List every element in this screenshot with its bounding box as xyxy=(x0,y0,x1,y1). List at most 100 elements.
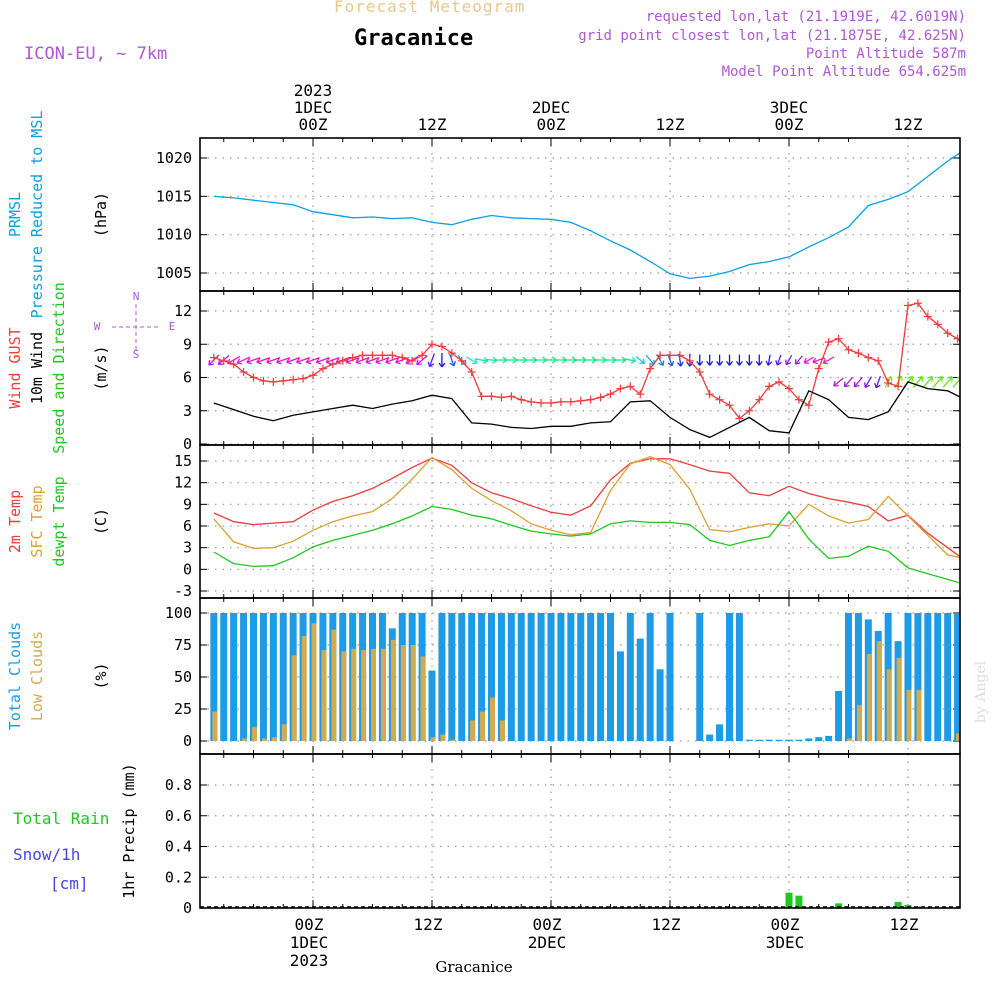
clouds-ylabel-1: Low Clouds xyxy=(28,631,46,721)
location-title: Gracanice xyxy=(354,26,474,51)
wind-arrow xyxy=(276,356,291,365)
wind-arrow xyxy=(963,377,972,388)
wind-arrow xyxy=(942,376,953,388)
y-tick-label: 0.8 xyxy=(165,776,192,794)
wind-arrow xyxy=(416,355,428,366)
wind-arrow xyxy=(656,354,665,366)
total-cloud-bar xyxy=(616,651,624,741)
gust-marker xyxy=(943,329,952,338)
gust-marker xyxy=(804,401,813,410)
wind-arrow xyxy=(735,354,743,366)
total-cloud-bar xyxy=(537,613,545,741)
wind-arrow xyxy=(486,356,498,364)
top-time-label: 3DEC xyxy=(770,98,809,117)
gust-marker xyxy=(646,364,655,373)
total-cloud-bar xyxy=(845,613,852,741)
total-cloud-bar xyxy=(646,613,654,741)
gust-marker xyxy=(457,356,466,365)
gust-marker xyxy=(279,376,288,385)
low-cloud-bar xyxy=(212,711,218,741)
low-cloud-bar xyxy=(291,655,297,741)
compass-n: N xyxy=(133,290,140,303)
wind-arrow xyxy=(794,355,803,365)
total-cloud-bar xyxy=(666,613,674,741)
gust-marker xyxy=(328,360,337,369)
gust-marker xyxy=(269,377,278,386)
y-tick-label: 0.6 xyxy=(165,807,192,825)
gust-marker xyxy=(626,382,635,391)
total-cloud-bar xyxy=(656,669,664,741)
wind-arrow xyxy=(355,356,370,365)
y-tick-label: 6 xyxy=(183,517,192,535)
gust-marker xyxy=(834,334,843,343)
requested-coords: requested lon,lat (21.1919E, 42.6019N) xyxy=(645,9,966,25)
wind-arrow xyxy=(575,356,587,364)
plot-content xyxy=(200,152,972,908)
total-cloud-bar xyxy=(775,739,783,741)
top-time-label: 00Z xyxy=(775,115,804,134)
total-cloud-bar xyxy=(240,613,248,741)
gust-marker xyxy=(636,390,645,399)
gust-marker xyxy=(675,351,684,360)
total-cloud-bar xyxy=(527,613,535,741)
total-cloud-bar xyxy=(745,739,753,741)
gust-marker xyxy=(854,349,863,358)
clouds-unit-label: (%) xyxy=(92,662,110,689)
panel-temperature: -3 0 3 6 9 12 15 2m Temp SFC Temp dewpt Temp (C) xyxy=(6,445,960,600)
total-cloud-bar xyxy=(755,739,763,741)
rain-bar xyxy=(795,895,803,908)
temperature-ylabel-1: SFC Temp xyxy=(28,485,46,557)
total-cloud-bar xyxy=(468,613,476,741)
bottom-time-label: 12Z xyxy=(652,915,681,934)
total-cloud-bar xyxy=(448,613,456,741)
pressure-ylabel-1: Pressure Reduced to MSL xyxy=(28,111,46,319)
wind-arrow xyxy=(843,376,853,388)
total-cloud-bar xyxy=(507,613,515,741)
wind-arrow xyxy=(912,376,924,388)
wind-arrow xyxy=(535,356,547,364)
gust-marker xyxy=(874,356,883,365)
total-cloud-bar xyxy=(765,739,773,741)
low-cloud-bar xyxy=(390,639,396,741)
low-cloud-bar xyxy=(271,737,277,741)
series-dewpt-temp xyxy=(213,505,960,584)
low-cloud-bar xyxy=(242,738,248,741)
wind-arrow xyxy=(864,376,872,388)
total-cloud-bar xyxy=(607,613,614,741)
gust-marker xyxy=(964,346,972,354)
total-cloud-bar xyxy=(785,739,793,741)
total-cloud-bar xyxy=(210,613,218,741)
gust-marker xyxy=(437,342,446,351)
pressure-ylabel-0: PRMSL xyxy=(6,192,24,237)
low-cloud-bar xyxy=(886,669,892,741)
gust-marker xyxy=(824,338,833,347)
wind-arrow xyxy=(605,356,617,364)
watermark: by Angel xyxy=(973,660,989,723)
gust-marker xyxy=(785,384,793,393)
gust-marker xyxy=(923,312,932,321)
forecast-title: Forecast Meteogram xyxy=(334,0,526,16)
wind-arrow xyxy=(667,353,675,367)
wind-arrow xyxy=(449,353,456,367)
total-cloud-bar xyxy=(835,691,843,741)
wind-arrow xyxy=(726,354,733,366)
wind-arrow xyxy=(496,356,508,364)
gust-marker xyxy=(477,392,486,401)
top-time-label: 00Z xyxy=(299,115,328,134)
wind-arrow xyxy=(305,356,320,365)
gust-marker xyxy=(537,398,546,407)
gust-marker xyxy=(794,395,803,404)
wind-ylabel-2: Speed and Direction xyxy=(50,282,68,454)
wind-arrow xyxy=(635,356,646,365)
panel-pressure: 1005 1010 1015 1020 PRMSL Pressure Reduced to… xyxy=(6,111,960,319)
total-cloud-bar xyxy=(805,738,813,741)
series-prmsl xyxy=(213,152,960,280)
wind-arrow xyxy=(505,356,518,364)
wind-arrow xyxy=(375,356,390,365)
gust-marker xyxy=(517,395,526,404)
bottom-time-label: 1DEC xyxy=(290,933,329,952)
gust-marker xyxy=(755,395,764,404)
y-tick-label: 0 xyxy=(183,732,192,750)
low-cloud-bar xyxy=(261,738,267,741)
precip-unit-label: 1hr Precip (mm) xyxy=(120,763,138,898)
